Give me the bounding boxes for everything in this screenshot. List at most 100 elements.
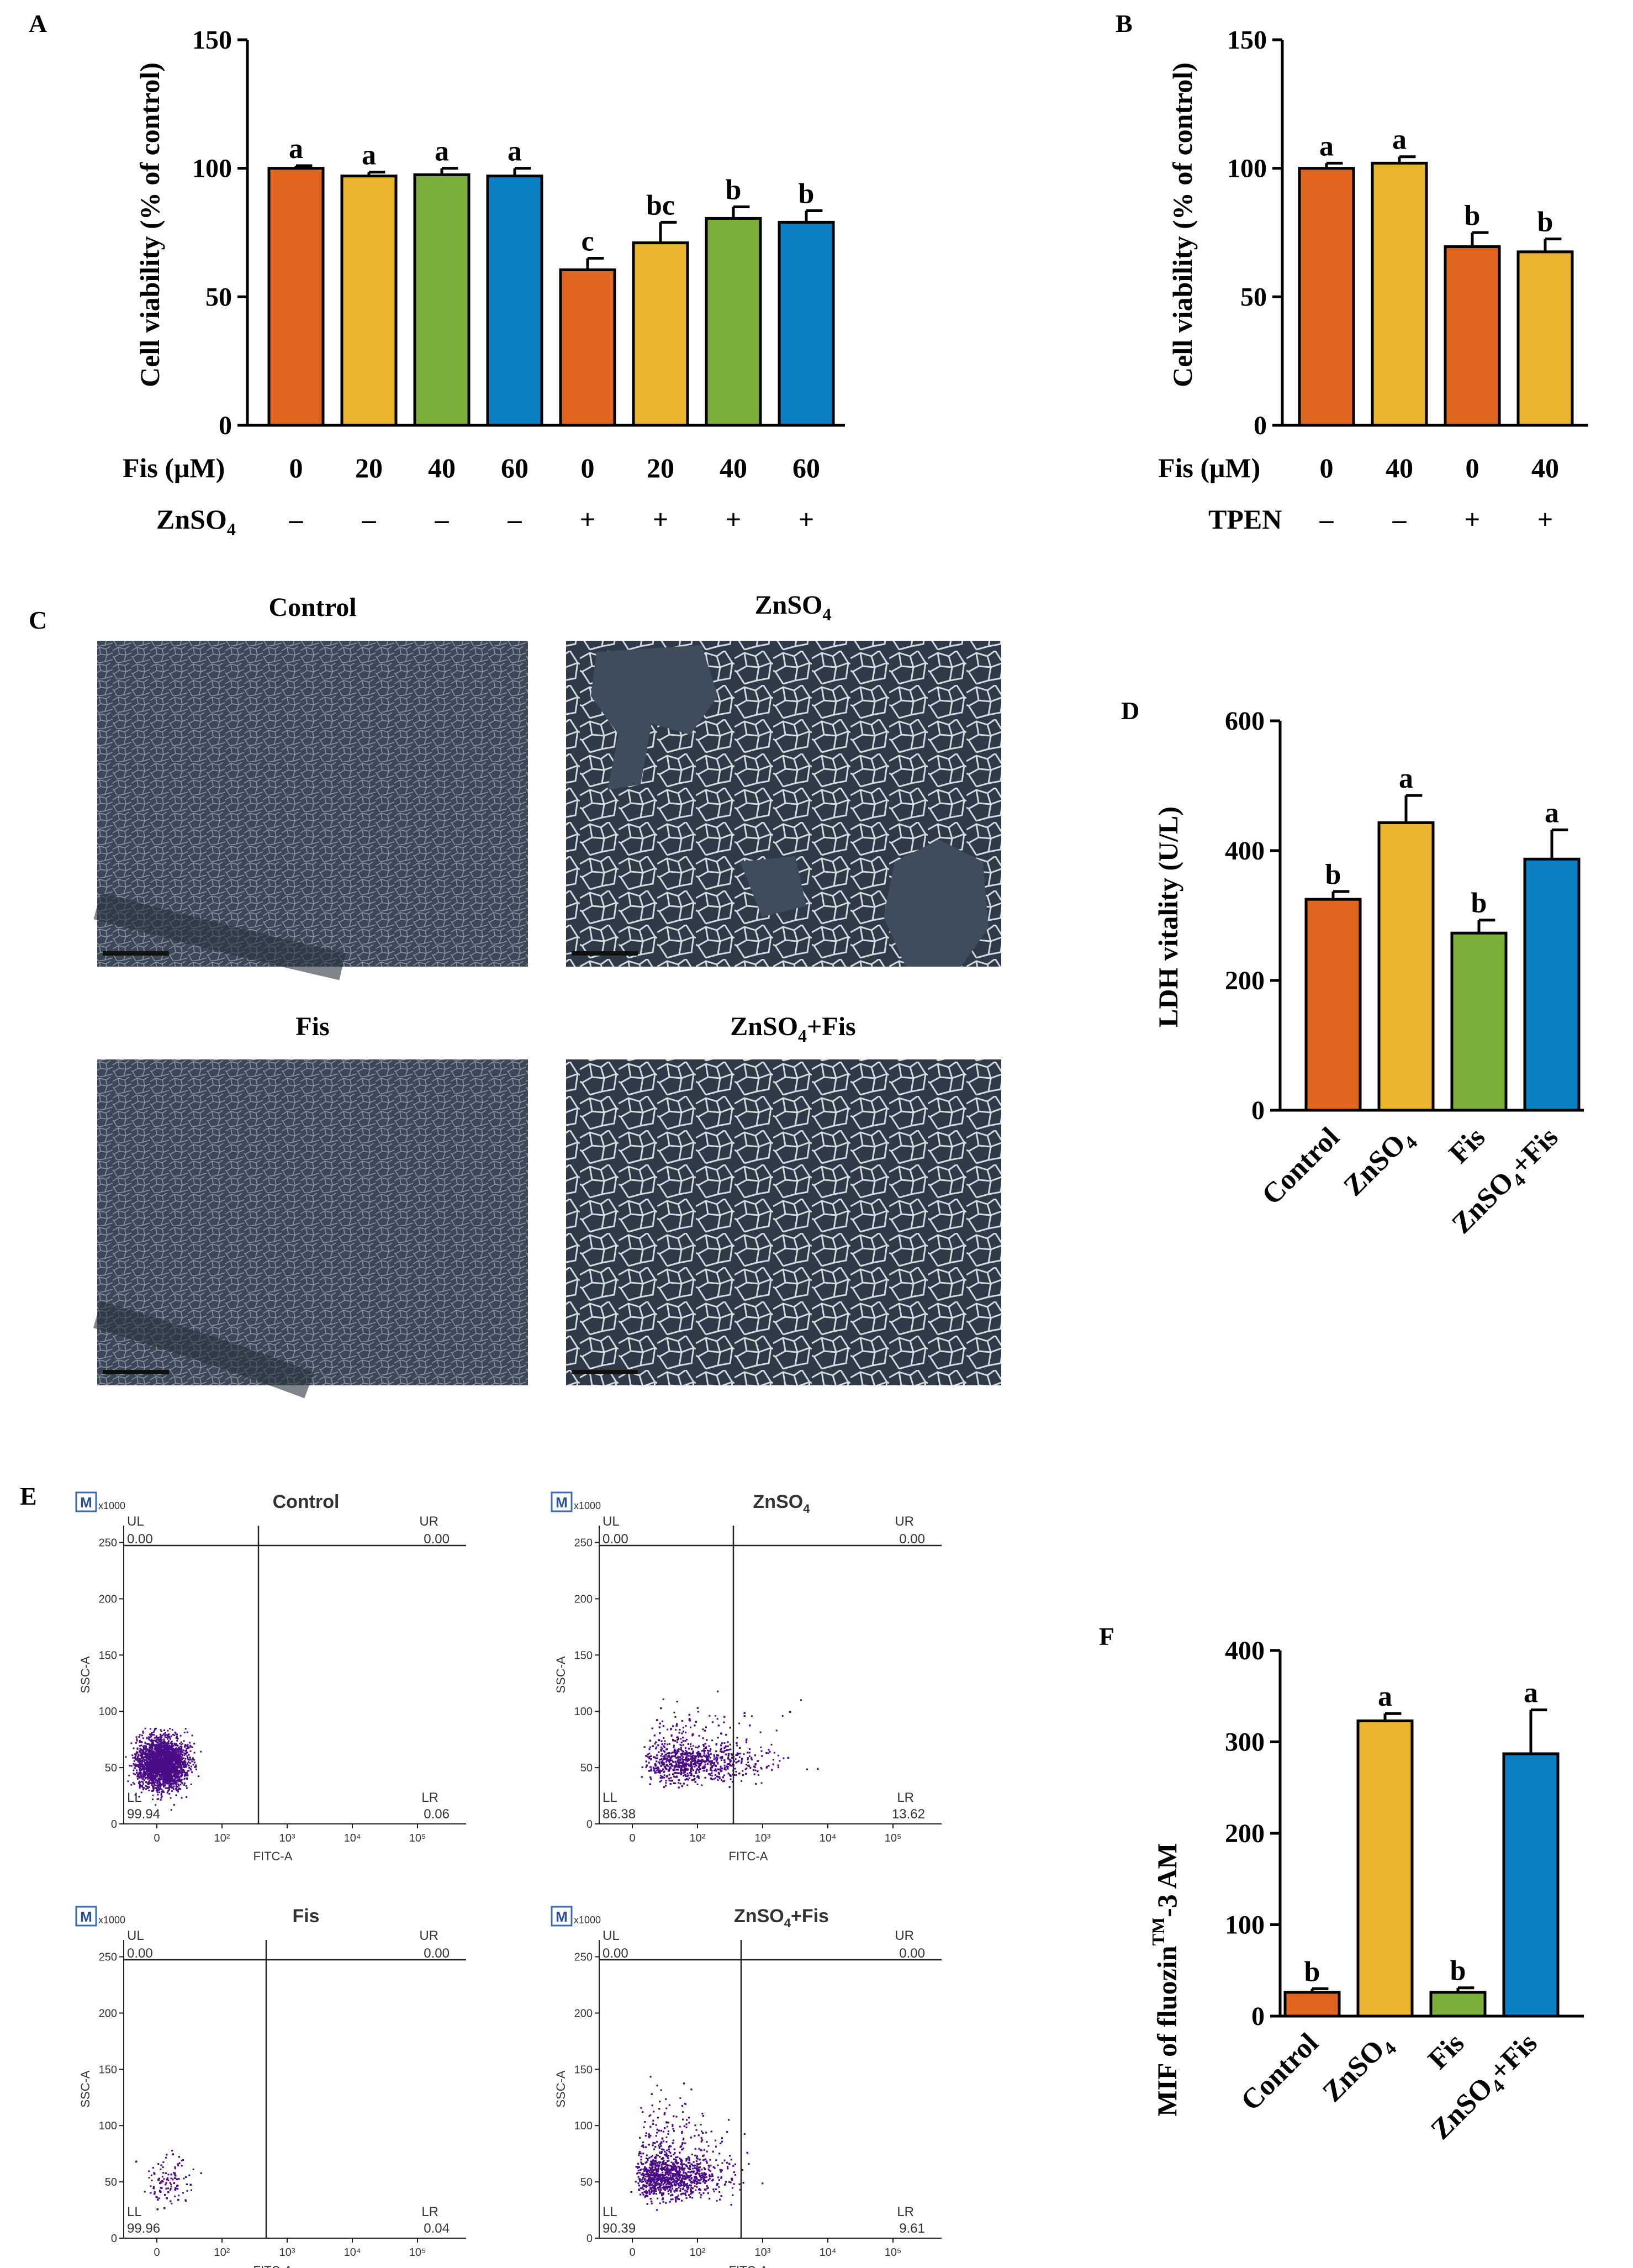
event-dot [157, 1767, 160, 1769]
event-dot [138, 1764, 140, 1766]
y-tick-label: 50 [205, 282, 232, 312]
event-dot [164, 1781, 166, 1782]
event-dot [677, 1738, 679, 1740]
event-dot [183, 1754, 186, 1757]
event-dot [166, 1758, 168, 1760]
y-tick-label: 150 [192, 25, 232, 55]
axis-exponent: x1000 [98, 1500, 125, 1511]
event-dot [145, 1755, 147, 1757]
event-dot [179, 1734, 182, 1737]
event-dot [155, 1773, 157, 1775]
event-dot [717, 1737, 719, 1739]
y-axis-label: Cell viability (% of control) [1167, 62, 1198, 387]
event-dot [140, 1755, 142, 1758]
event-dot [186, 1752, 188, 1754]
event-dot [726, 1765, 728, 1768]
event-dot [143, 1774, 145, 1776]
event-dot [184, 1750, 187, 1752]
event-dot [168, 1783, 171, 1785]
event-dot [149, 1782, 151, 1784]
event-dot [187, 1770, 189, 1772]
event-dot [717, 1779, 719, 1781]
y-tick-label: 50 [1240, 282, 1267, 312]
bar [1377, 821, 1435, 1112]
event-dot [147, 1758, 149, 1760]
event-dot [162, 1778, 165, 1780]
event-dot [152, 1789, 155, 1791]
event-dot [183, 1752, 186, 1754]
event-dot [160, 1798, 162, 1801]
event-dot [773, 1759, 774, 1761]
event-dot [720, 1767, 722, 1769]
event-dot [697, 1750, 700, 1753]
event-dot [195, 1768, 197, 1770]
event-dot [152, 1766, 155, 1768]
y-tick-label: 50 [580, 1762, 593, 1774]
event-dot [140, 1750, 142, 1752]
event-dot [190, 1769, 192, 1771]
event-dot [172, 1778, 174, 1780]
event-dot [179, 1775, 182, 1777]
event-dot [170, 1773, 172, 1775]
event-dot [151, 1754, 154, 1756]
event-dot [138, 1754, 140, 1756]
event-dot [185, 1744, 187, 1747]
event-dot [154, 1752, 156, 1754]
bar [1304, 898, 1362, 1112]
event-dot [167, 1747, 170, 1749]
event-dot [658, 1771, 660, 1773]
event-dot [156, 1771, 157, 1773]
event-dot [172, 1760, 174, 1762]
event-dot [157, 1753, 159, 1755]
event-dot [152, 1778, 154, 1780]
event-dot [149, 1753, 150, 1755]
event-dot [159, 1782, 161, 1784]
event-dot [167, 1775, 170, 1778]
event-dot [170, 1809, 172, 1811]
factor-label-fis: Fis (μM) [123, 452, 225, 483]
event-dot [175, 1763, 177, 1765]
event-dot [696, 1776, 699, 1778]
event-dot [646, 1764, 648, 1766]
event-dot [746, 1764, 747, 1766]
event-dot [160, 1752, 162, 1754]
event-dot [162, 1769, 165, 1771]
event-dot [160, 1757, 162, 1759]
y-tick-label: 400 [1225, 836, 1265, 866]
event-dot [140, 1774, 142, 1776]
event-dot [155, 1779, 157, 1781]
event-dot [681, 1762, 683, 1764]
factor-value: – [1319, 504, 1334, 535]
event-dot [153, 1765, 155, 1767]
event-dot [156, 1780, 158, 1782]
event-dot [714, 1715, 716, 1717]
event-dot [160, 1742, 162, 1744]
event-dot [146, 1768, 147, 1770]
event-dot [171, 1729, 173, 1731]
event-dot [179, 1752, 182, 1753]
event-dot [706, 1739, 708, 1741]
event-dot [716, 1718, 718, 1720]
event-dot [690, 1726, 691, 1728]
event-dot [161, 1739, 163, 1741]
event-dot [158, 1785, 161, 1787]
event-dot [176, 1787, 178, 1790]
event-dot [171, 1764, 173, 1766]
event-dot [186, 1753, 187, 1755]
panel-label-b: B [1116, 9, 1133, 38]
event-dot [692, 1750, 694, 1753]
event-dot [161, 1771, 163, 1773]
significance-letter: b [1471, 888, 1487, 919]
event-dot [689, 1772, 691, 1774]
scale-bar [572, 1370, 638, 1374]
event-dot [709, 1757, 711, 1759]
event-dot [186, 1731, 188, 1733]
event-dot [158, 1769, 161, 1771]
event-dot [142, 1757, 144, 1759]
event-dot [182, 1749, 184, 1752]
event-dot [165, 1747, 167, 1749]
event-dot [675, 1765, 678, 1768]
event-dot [723, 1764, 726, 1766]
event-dot [156, 1791, 158, 1794]
event-dot [162, 1780, 164, 1782]
